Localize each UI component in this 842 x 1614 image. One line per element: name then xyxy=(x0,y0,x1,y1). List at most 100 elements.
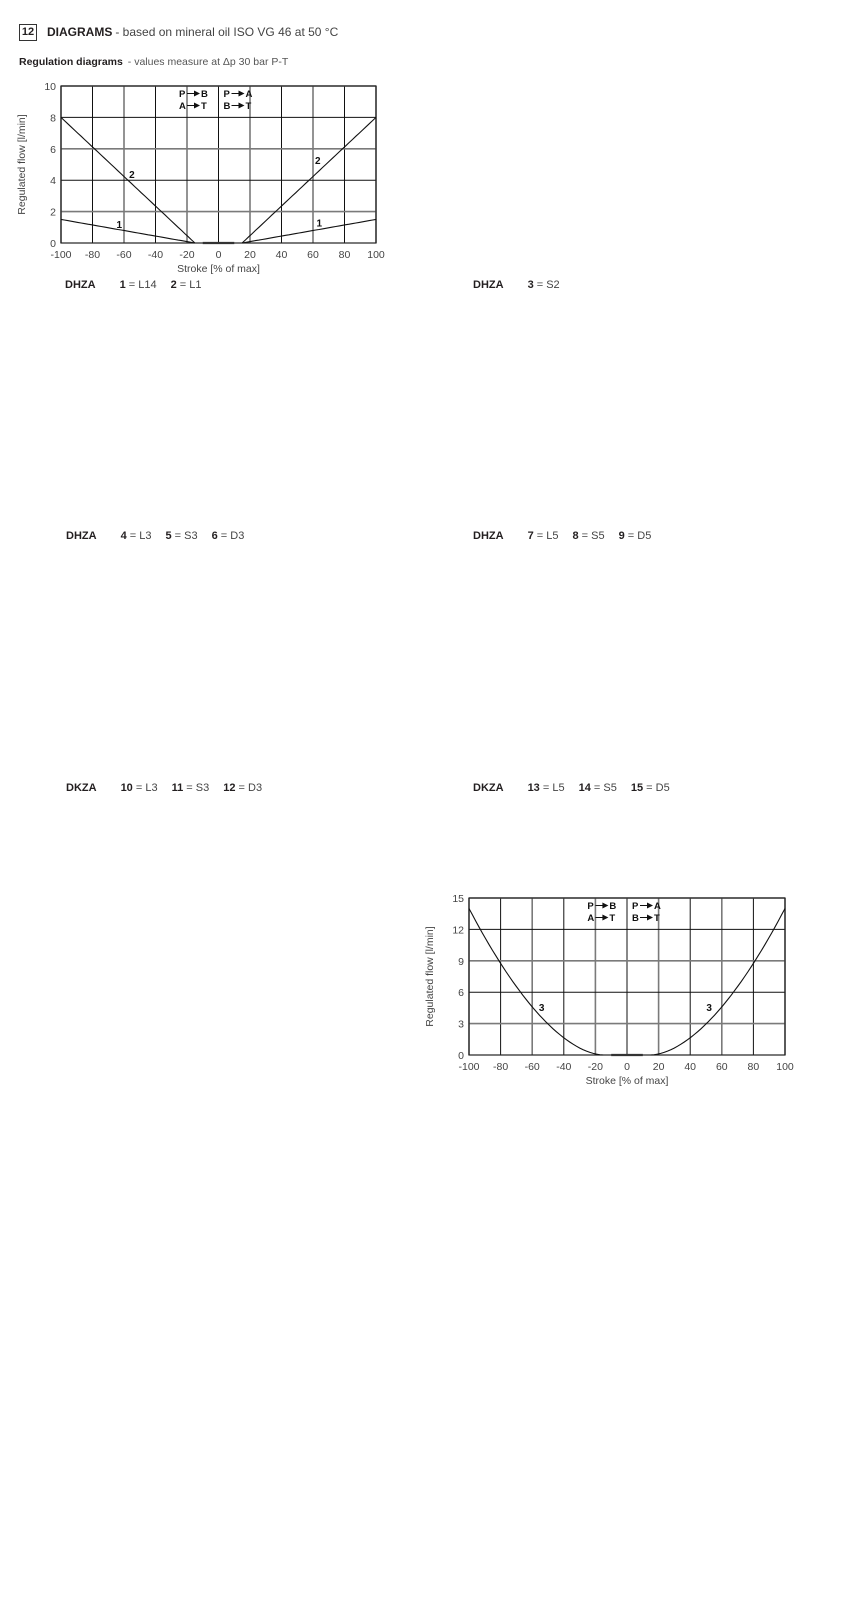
y-tick-label: 4 xyxy=(50,175,56,187)
x-tick-label: 0 xyxy=(624,1061,630,1073)
svg-text:T: T xyxy=(654,913,660,924)
section-title: DIAGRAMS xyxy=(47,25,113,39)
y-tick-label: 8 xyxy=(50,112,56,124)
x-tick-label: 80 xyxy=(748,1061,760,1073)
x-tick-label: -20 xyxy=(588,1061,603,1073)
svg-text:P: P xyxy=(179,89,186,100)
svg-text:P: P xyxy=(632,901,639,912)
flow-direction-labels: P BA TP AB T xyxy=(587,901,661,924)
curve-label-2: 2 xyxy=(129,170,135,181)
x-tick-label: -60 xyxy=(116,249,131,261)
x-tick-label: 60 xyxy=(307,249,319,261)
chart-caption: DHZA 3 = S2 xyxy=(473,279,574,291)
curve-2-left xyxy=(60,116,196,244)
x-tick-label: -100 xyxy=(50,249,71,261)
legend-entry: 4 = L3 xyxy=(120,530,152,542)
legend-entry: 15 = D5 xyxy=(630,782,670,794)
legend-entry: 14 = S5 xyxy=(578,782,617,794)
legend-entry: 5 = S3 xyxy=(165,530,198,542)
y-tick-label: 15 xyxy=(452,893,464,905)
x-tick-label: 60 xyxy=(716,1061,728,1073)
legend-entry: 7 = L5 xyxy=(527,530,559,542)
subsection-note: - values measure at Δp 30 bar P-T xyxy=(127,56,289,68)
x-tick-label: 40 xyxy=(276,249,288,261)
svg-text:B: B xyxy=(201,89,208,100)
legend-entry: 3 = S2 xyxy=(527,279,560,291)
y-tick-label: 12 xyxy=(452,924,464,936)
svg-text:B: B xyxy=(224,101,231,112)
model-name: DHZA xyxy=(66,530,97,542)
legend-entry: 12 = D3 xyxy=(223,782,263,794)
model-name: DHZA xyxy=(473,279,504,291)
subsection-header: Regulation diagrams - values measure at … xyxy=(19,56,288,68)
y-tick-label: 6 xyxy=(458,987,464,999)
svg-text:P: P xyxy=(224,89,231,100)
subsection-title: Regulation diagrams xyxy=(19,56,123,68)
section-number: 12 xyxy=(19,23,37,41)
svg-text:T: T xyxy=(609,913,615,924)
y-tick-label: 2 xyxy=(50,207,56,219)
curve-1-right xyxy=(242,218,377,244)
legend-entry: 10 = L3 xyxy=(120,782,158,794)
x-tick-label: -40 xyxy=(148,249,163,261)
section-header: 12 DIAGRAMS - based on mineral oil ISO V… xyxy=(19,23,338,41)
curve-1-left xyxy=(60,218,195,244)
x-tick-label: 40 xyxy=(684,1061,696,1073)
x-tick-label: 100 xyxy=(776,1061,794,1073)
curve-3-right xyxy=(650,908,786,1056)
legend-entry: 6 = D3 xyxy=(211,530,245,542)
chart-caption: DKZA 10 = L3 11 = S3 12 = D3 xyxy=(66,782,276,794)
x-axis-title: Stroke [% of max] xyxy=(586,1075,669,1087)
svg-text:A: A xyxy=(587,913,594,924)
curve-label-3: 3 xyxy=(539,1003,545,1014)
legend-entry: 1 = L14 xyxy=(119,279,157,291)
chart-caption: DKZA 13 = L5 14 = S5 15 = D5 xyxy=(473,782,684,794)
x-tick-label: -80 xyxy=(493,1061,508,1073)
curve-label-3: 3 xyxy=(706,1003,712,1014)
chart-caption: DHZA 1 = L14 2 = L1 xyxy=(65,279,215,291)
y-tick-label: 0 xyxy=(458,1050,464,1062)
curve-label-1: 1 xyxy=(116,220,122,231)
chart-caption: DHZA 4 = L3 5 = S3 6 = D3 xyxy=(66,530,258,542)
x-tick-label: -60 xyxy=(525,1061,540,1073)
x-tick-label: 20 xyxy=(244,249,256,261)
x-tick-label: 100 xyxy=(367,249,385,261)
y-tick-label: 3 xyxy=(458,1019,464,1031)
svg-text:B: B xyxy=(632,913,639,924)
x-tick-label: 20 xyxy=(653,1061,665,1073)
svg-text:A: A xyxy=(246,89,253,100)
y-axis-title: Regulated flow [l/min] xyxy=(424,926,436,1026)
svg-text:T: T xyxy=(246,101,252,112)
y-tick-label: 6 xyxy=(50,144,56,156)
legend-entry: 2 = L1 xyxy=(170,279,202,291)
legend-entry: 11 = S3 xyxy=(171,782,210,794)
curve-label-1: 1 xyxy=(317,219,323,230)
x-tick-label: -80 xyxy=(85,249,100,261)
model-name: DKZA xyxy=(66,782,97,794)
x-tick-label: 80 xyxy=(339,249,351,261)
y-tick-label: 9 xyxy=(458,956,464,968)
x-tick-label: -20 xyxy=(179,249,194,261)
x-tick-label: -40 xyxy=(556,1061,571,1073)
svg-text:P: P xyxy=(587,901,594,912)
section-subtitle: - based on mineral oil ISO VG 46 at 50 °… xyxy=(115,25,339,39)
legend-entry: 13 = L5 xyxy=(527,782,565,794)
flow-direction-labels: P BA TP AB T xyxy=(179,89,253,112)
model-name: DHZA xyxy=(65,279,96,291)
y-tick-label: 0 xyxy=(50,238,56,250)
curve-3-left xyxy=(468,908,604,1056)
x-tick-label: -100 xyxy=(458,1061,479,1073)
legend-entry: 8 = S5 xyxy=(572,530,605,542)
y-tick-label: 10 xyxy=(44,81,56,93)
model-name: DHZA xyxy=(473,530,504,542)
curve-label-2: 2 xyxy=(315,156,321,167)
x-axis-title: Stroke [% of max] xyxy=(177,263,260,275)
chart-1: -100 -80 -60 -40 -20 0 20 40 60 80 100 0 2 4 6 8 10 1 1 2 2 P… xyxy=(16,81,385,275)
svg-text:T: T xyxy=(201,101,207,112)
legend-entry: 9 = D5 xyxy=(618,530,652,542)
model-name: DKZA xyxy=(473,782,504,794)
svg-text:A: A xyxy=(179,101,186,112)
x-tick-label: 0 xyxy=(216,249,222,261)
